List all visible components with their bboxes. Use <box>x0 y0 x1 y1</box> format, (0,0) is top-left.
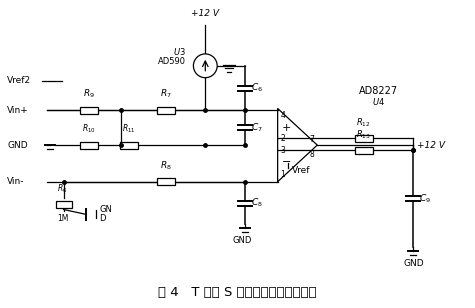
Text: $R_{6}$: $R_{6}$ <box>57 182 68 195</box>
Text: AD590: AD590 <box>158 57 185 66</box>
Text: AD8227: AD8227 <box>359 86 398 95</box>
Bar <box>157 107 175 114</box>
Text: 3: 3 <box>281 146 285 155</box>
Text: 4: 4 <box>281 111 285 120</box>
Text: $C_{8}$: $C_{8}$ <box>251 197 263 209</box>
Text: $R_{7}$: $R_{7}$ <box>160 88 171 100</box>
Bar <box>157 178 175 185</box>
Text: $C_{7}$: $C_{7}$ <box>251 121 263 134</box>
Text: 1: 1 <box>281 170 285 179</box>
Text: −: − <box>282 157 291 167</box>
Text: $R_{13}$: $R_{13}$ <box>356 129 371 141</box>
Polygon shape <box>277 108 317 182</box>
Text: +12 V: +12 V <box>418 140 446 150</box>
Bar <box>56 201 72 208</box>
Text: 2: 2 <box>281 134 285 143</box>
Text: GND: GND <box>232 236 252 245</box>
Text: +12 V: +12 V <box>191 9 219 18</box>
Bar <box>355 135 373 142</box>
Text: $R_{11}$: $R_{11}$ <box>122 123 136 135</box>
Text: Vref: Vref <box>292 166 310 175</box>
Text: $R_{9}$: $R_{9}$ <box>84 88 95 100</box>
Bar <box>80 142 98 148</box>
Bar <box>120 142 138 148</box>
Text: $U3$: $U3$ <box>173 47 185 57</box>
Text: $R_{8}$: $R_{8}$ <box>160 159 171 172</box>
Bar <box>355 147 373 153</box>
Text: 8: 8 <box>310 151 314 160</box>
Text: $C_{9}$: $C_{9}$ <box>419 192 431 205</box>
Text: $R_{12}$: $R_{12}$ <box>357 117 371 129</box>
Text: $U4$: $U4$ <box>372 96 385 107</box>
Text: Vin-: Vin- <box>7 177 25 186</box>
Text: GND: GND <box>7 140 28 150</box>
Text: 1M: 1M <box>57 214 68 223</box>
Text: $R_{10}$: $R_{10}$ <box>83 123 96 135</box>
Text: GND: GND <box>403 258 424 268</box>
Text: Vin+: Vin+ <box>7 106 29 115</box>
Text: GN
D: GN D <box>99 205 112 223</box>
Text: $C_{6}$: $C_{6}$ <box>251 82 263 94</box>
Text: 图 4   T 型和 S 型热电偶冷端补偿电路: 图 4 T 型和 S 型热电偶冷端补偿电路 <box>158 286 316 299</box>
Circle shape <box>193 54 217 78</box>
Text: 7: 7 <box>309 135 314 144</box>
Text: Vref2: Vref2 <box>7 76 31 85</box>
Text: +: + <box>282 123 291 133</box>
Bar <box>80 107 98 114</box>
